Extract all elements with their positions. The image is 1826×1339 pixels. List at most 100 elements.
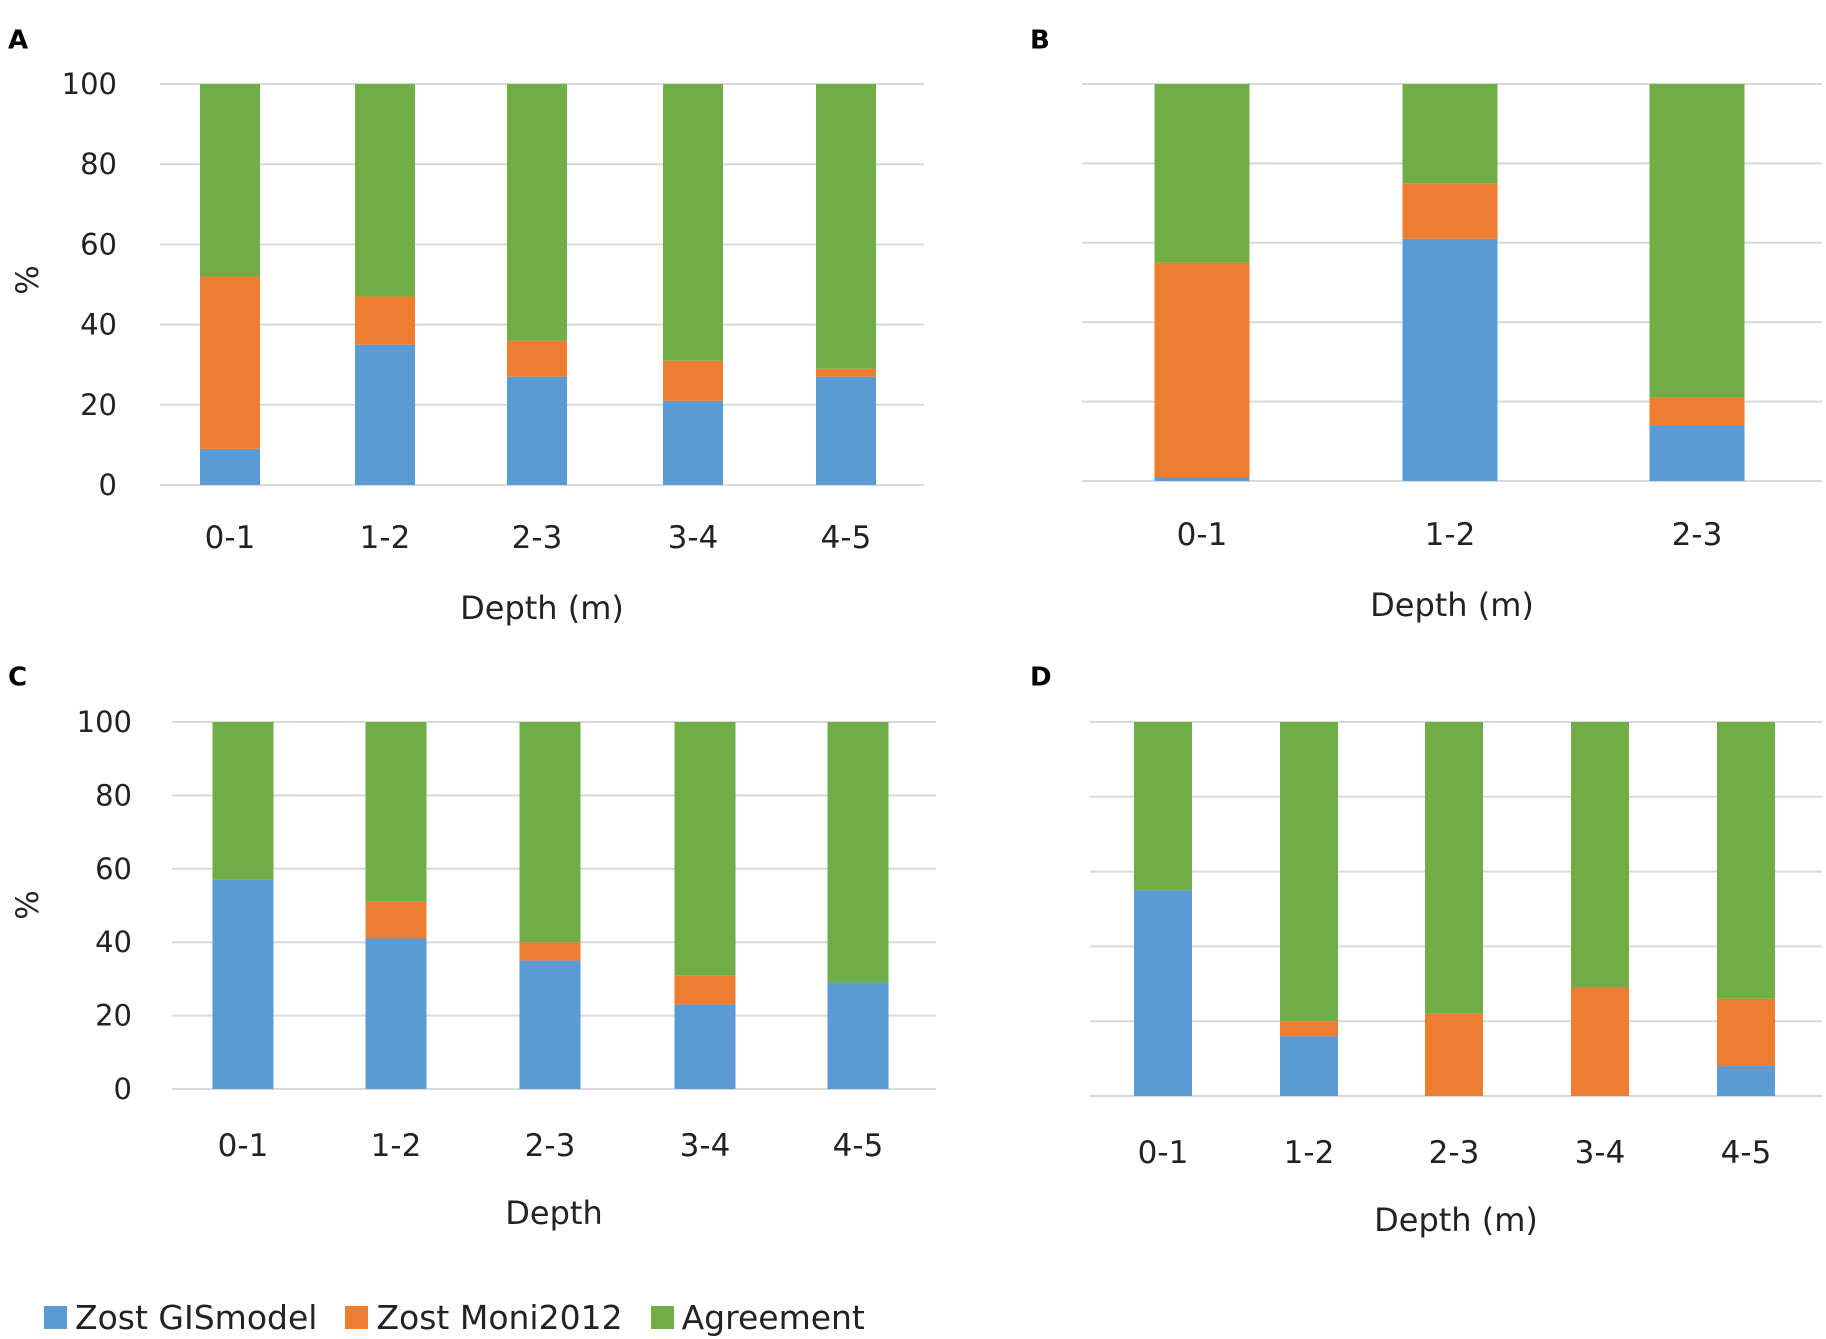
panel-a-bar-gismodel-4-5 <box>816 376 876 485</box>
panel-a-bar-moni2012-3-4 <box>663 360 723 401</box>
panel-c-bar-agreement-2-3 <box>519 722 581 943</box>
panel-c-xtick-label: 4-5 <box>833 1128 884 1164</box>
panel-a-bar-agreement-4-5 <box>816 84 876 369</box>
panel-b-xlabel: Depth (m) <box>1370 586 1534 624</box>
legend-swatch-moni2012 <box>345 1305 369 1329</box>
panel-c-bar-gismodel-2-3 <box>519 960 581 1089</box>
panel-c-bar-moni2012-2-3 <box>519 942 581 961</box>
panel-a-xtick-label: 0-1 <box>205 520 256 556</box>
legend-item-gismodel: Zost GISmodel <box>44 1298 317 1337</box>
panel-c-xtick-label: 2-3 <box>525 1128 576 1164</box>
panel-a-ytick-label: 0 <box>99 468 117 502</box>
panel-c-ylabel: % <box>10 890 46 919</box>
panel-a-bar-moni2012-4-5 <box>816 368 876 377</box>
panel-b-bar-agreement-0-1 <box>1154 84 1250 263</box>
panel-b-bar-moni2012-2-3 <box>1649 397 1745 426</box>
panel-c-bar-agreement-1-2 <box>365 722 427 902</box>
legend-swatch-agreement <box>650 1305 674 1329</box>
panel-c-xtick-label: 0-1 <box>218 1128 269 1164</box>
panel-a-ytick-label: 20 <box>80 388 117 422</box>
legend-label-moni2012: Zost Moni2012 <box>376 1297 623 1337</box>
panel-d-bar-gismodel-1-2 <box>1280 1036 1338 1096</box>
panel-c-bar-agreement-4-5 <box>827 722 889 983</box>
panel-c-bar-gismodel-0-1 <box>212 879 274 1089</box>
panel-a-bar-agreement-1-2 <box>355 84 415 297</box>
panel-b-xtick-label: 0-1 <box>1177 517 1228 553</box>
panel-d-xtick-label: 2-3 <box>1429 1135 1480 1171</box>
legend-swatch-gismodel <box>44 1305 67 1329</box>
panel-d-bar-agreement-0-1 <box>1134 722 1192 891</box>
panel-a-ytick-label: 80 <box>80 147 117 181</box>
panel-a-xtick-label: 3-4 <box>668 520 719 556</box>
legend-label-gismodel: Zost GISmodel <box>75 1297 318 1337</box>
panel-b-bar-agreement-1-2 <box>1402 84 1498 184</box>
panel-a-letter: A <box>8 25 28 55</box>
panel-b-bar-moni2012-0-1 <box>1154 262 1250 478</box>
panel-b-bar-gismodel-2-3 <box>1649 425 1745 481</box>
panel-b-bar-moni2012-1-2 <box>1402 183 1498 239</box>
panel-d-letter: D <box>1030 662 1052 692</box>
panel-b-xtick-label: 1-2 <box>1425 517 1476 553</box>
panel-a-bar-moni2012-2-3 <box>507 340 567 377</box>
panel-a-bar-gismodel-0-1 <box>200 448 260 485</box>
panel-a-xlabel: Depth (m) <box>460 589 624 627</box>
legend-item-moni2012: Zost Moni2012 <box>345 1297 623 1337</box>
panel-a-bar-gismodel-3-4 <box>663 400 723 485</box>
panel-c-ytick-label: 0 <box>114 1072 132 1106</box>
panel-d-xtick-label: 1-2 <box>1284 1135 1335 1171</box>
panel-c-ytick-label: 80 <box>95 778 132 812</box>
panel-a-xtick-label: 1-2 <box>360 520 411 556</box>
panel-c-bar-gismodel-1-2 <box>365 938 427 1089</box>
panel-a-bar-agreement-3-4 <box>663 84 723 361</box>
panel-a-ytick-label: 100 <box>62 67 117 101</box>
panel-a-ylabel: % <box>10 265 46 294</box>
panel-a-xtick-label: 4-5 <box>821 520 872 556</box>
panel-c-bar-gismodel-3-4 <box>674 1004 736 1089</box>
legend: Zost GISmodel Zost Moni2012 Agreement <box>44 1297 893 1337</box>
panel-a-bar-moni2012-0-1 <box>200 276 260 449</box>
panel-a-ytick-label: 40 <box>80 308 117 342</box>
panel-a-xtick-label: 2-3 <box>512 520 563 556</box>
panel-c-bar-agreement-0-1 <box>212 722 274 880</box>
panel-d-bar-agreement-1-2 <box>1280 722 1338 1022</box>
panel-a-bar-gismodel-2-3 <box>507 376 567 485</box>
panel-d-bar-agreement-3-4 <box>1571 722 1629 988</box>
panel-b-bar-gismodel-1-2 <box>1402 238 1498 481</box>
panel-d-bar-agreement-2-3 <box>1425 722 1483 1014</box>
panel-b-bar-agreement-2-3 <box>1649 84 1745 398</box>
panel-c-xtick-label: 1-2 <box>371 1128 422 1164</box>
panel-c-letter: C <box>8 662 27 692</box>
panel-c-ytick-label: 100 <box>77 705 132 739</box>
panel-d-xlabel: Depth (m) <box>1374 1201 1538 1239</box>
panel-c-bar-moni2012-3-4 <box>674 975 736 1005</box>
panel-d-bar-moni2012-2-3 <box>1425 1013 1483 1096</box>
legend-item-agreement: Agreement <box>650 1297 865 1337</box>
panel-a-bar-gismodel-1-2 <box>355 344 415 485</box>
panel-c-bar-gismodel-4-5 <box>827 982 889 1089</box>
panel-b-bar-gismodel-0-1 <box>1154 477 1250 481</box>
panel-c-xtick-label: 3-4 <box>680 1128 731 1164</box>
panel-c-bar-agreement-3-4 <box>674 722 736 976</box>
panel-a-ytick-label: 60 <box>80 227 117 261</box>
panel-c-ytick-label: 60 <box>95 852 132 886</box>
panel-d-bar-moni2012-1-2 <box>1280 1021 1338 1037</box>
panel-c-bar-moni2012-1-2 <box>365 901 427 939</box>
panel-d-bar-moni2012-4-5 <box>1717 998 1775 1067</box>
panel-d-bar-gismodel-4-5 <box>1717 1066 1775 1096</box>
panel-d-xtick-label: 3-4 <box>1575 1135 1626 1171</box>
panel-c-xlabel: Depth <box>505 1194 602 1232</box>
panel-a-bar-agreement-2-3 <box>507 84 567 341</box>
panel-b-letter: B <box>1030 25 1050 55</box>
panel-b-xtick-label: 2-3 <box>1672 517 1723 553</box>
panel-c-ytick-label: 20 <box>95 999 132 1033</box>
panel-d-bar-gismodel-0-1 <box>1134 890 1192 1096</box>
panel-d-bar-moni2012-3-4 <box>1571 987 1629 1096</box>
panel-a-bar-agreement-0-1 <box>200 84 260 277</box>
legend-label-agreement: Agreement <box>681 1297 865 1337</box>
panel-a-bar-moni2012-1-2 <box>355 296 415 345</box>
panel-d-xtick-label: 4-5 <box>1721 1135 1772 1171</box>
panel-c-ytick-label: 40 <box>95 925 132 959</box>
panel-d-xtick-label: 0-1 <box>1138 1135 1189 1171</box>
panel-d-bar-agreement-4-5 <box>1717 722 1775 999</box>
